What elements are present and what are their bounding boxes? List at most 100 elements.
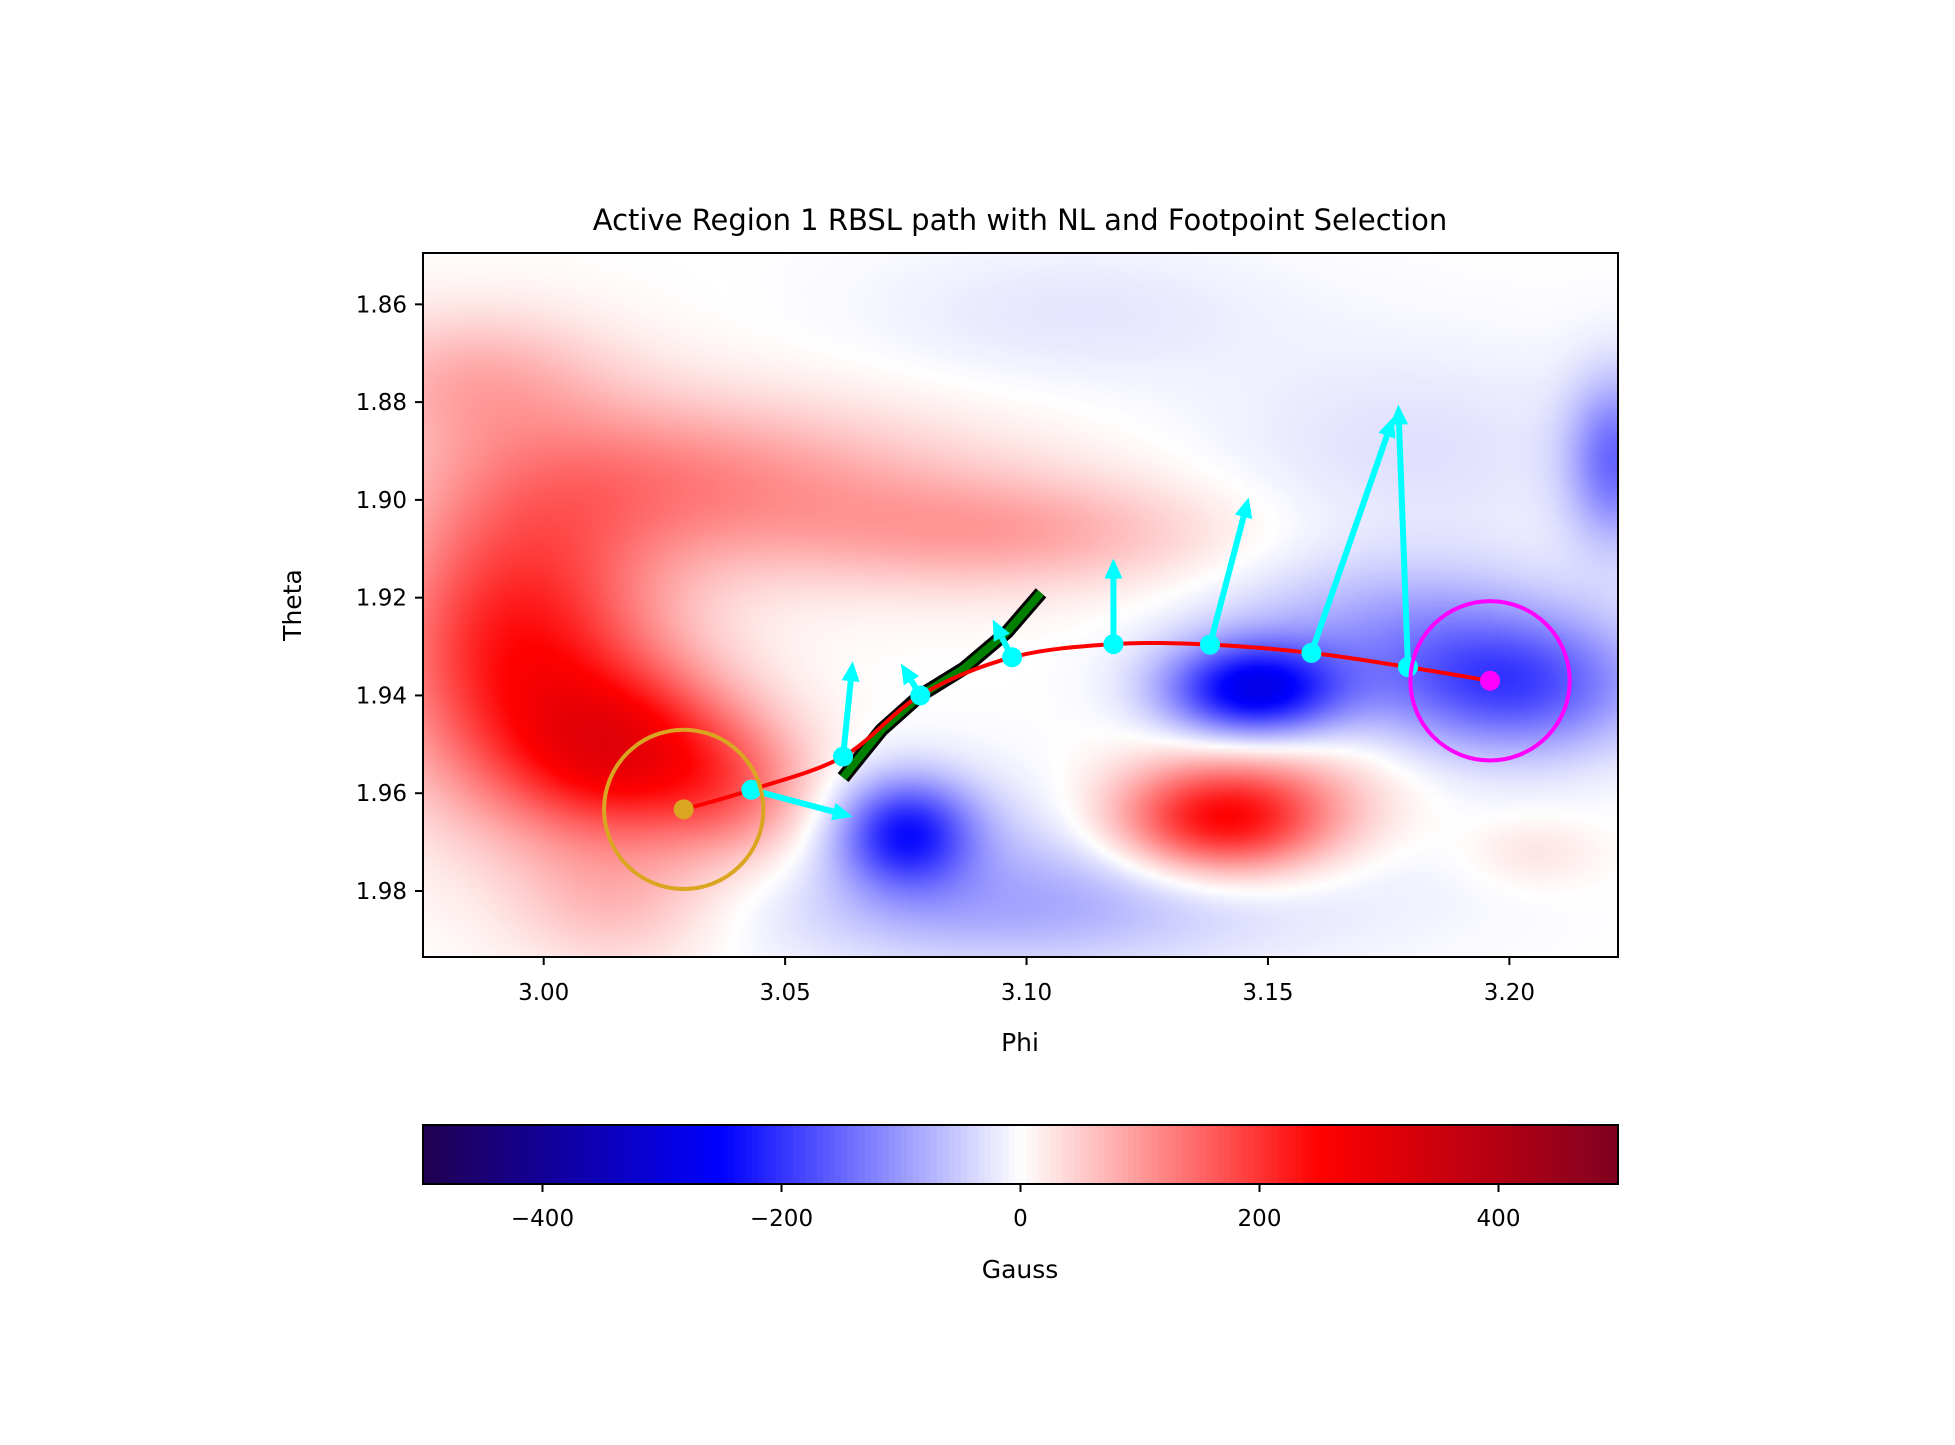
colorbar-segment [889, 1125, 896, 1184]
vector-base-point-3 [910, 685, 931, 706]
colorbar-segment [1510, 1125, 1518, 1184]
colorbar-segment [817, 1125, 824, 1184]
colorbar-segment [548, 1125, 556, 1184]
y-tick-label: 1.92 [356, 586, 407, 612]
vector-head-5 [1104, 558, 1123, 579]
colorbar-segment [1247, 1125, 1255, 1184]
colorbar-segment [811, 1125, 818, 1184]
colorbar-segment [733, 1125, 741, 1184]
colorbar-segment [614, 1125, 621, 1184]
colorbar-segment [1313, 1125, 1320, 1184]
x-tick-label: 3.10 [1001, 980, 1052, 1006]
colorbar-segment [697, 1125, 705, 1184]
colorbar-segment [620, 1125, 627, 1184]
colorbar-segment [924, 1125, 932, 1184]
colorbar-segment [626, 1125, 633, 1184]
colorbar-segment [1337, 1125, 1344, 1184]
colorbar-segment [727, 1125, 735, 1184]
colorbar-segment [691, 1125, 699, 1184]
colorbar-segment [1552, 1125, 1559, 1184]
colorbar-segment [1426, 1125, 1434, 1184]
colorbar-segment [877, 1125, 884, 1184]
colorbar-segment [763, 1125, 771, 1184]
colorbar-segment [1420, 1125, 1428, 1184]
colorbar-segment [572, 1125, 579, 1184]
colorbar-segment [1594, 1125, 1601, 1184]
colorbar-segment [883, 1125, 890, 1184]
colorbar-segment [482, 1125, 490, 1184]
colorbar-segment [1582, 1125, 1589, 1184]
x-tick-label: 3.00 [518, 980, 569, 1006]
colorbar-segment [1205, 1125, 1213, 1184]
vector-shaft-8 [1396, 424, 1411, 668]
colorbar-tick-label: 200 [1238, 1206, 1282, 1232]
vector-head-8 [1390, 404, 1409, 425]
colorbar-segment [1384, 1125, 1392, 1184]
colorbar-segment [1516, 1125, 1523, 1184]
vector-shaft-7 [1308, 434, 1390, 654]
footpoint-circle-start [602, 727, 766, 892]
colorbar-segment [554, 1125, 562, 1184]
colorbar-segment [709, 1125, 717, 1184]
colorbar-segment [524, 1125, 532, 1184]
colorbar-segment [518, 1125, 526, 1184]
y-tick-label: 1.90 [356, 488, 407, 514]
colorbar-segment [685, 1125, 693, 1184]
colorbar-segment [1564, 1125, 1571, 1184]
colorbar-segment [1277, 1125, 1284, 1184]
colorbar-segment [1570, 1125, 1577, 1184]
chart-title: Active Region 1 RBSL path with NL and Fo… [593, 203, 1447, 237]
colorbar-segment [638, 1125, 645, 1184]
colorbar-segment [1014, 1125, 1022, 1184]
colorbar-segment [805, 1125, 812, 1184]
colorbar-segment [1062, 1125, 1069, 1184]
colorbar-segment [1140, 1125, 1147, 1184]
vector-head-6 [1234, 497, 1253, 520]
colorbar-segment [590, 1125, 597, 1184]
colorbar-segment [1074, 1125, 1081, 1184]
colorbar-segment [1056, 1125, 1063, 1184]
colorbar-segment [1498, 1125, 1506, 1184]
colorbar-segment [1546, 1125, 1553, 1184]
colorbar-segment [1462, 1125, 1470, 1184]
colorbar-tick-label: −400 [511, 1206, 574, 1232]
colorbar-segment [781, 1125, 789, 1184]
colorbar-segment [1444, 1125, 1452, 1184]
colorbar-segment [1289, 1125, 1296, 1184]
vector-base-point-4 [1002, 647, 1023, 668]
colorbar-segment [799, 1125, 806, 1184]
colorbar-segment [1301, 1125, 1308, 1184]
colorbar-segment [1361, 1125, 1368, 1184]
colorbar-segment [1432, 1125, 1440, 1184]
colorbar-segment [901, 1125, 908, 1184]
colorbar-segment [488, 1125, 496, 1184]
colorbar-segment [667, 1125, 675, 1184]
colorbar-segment [1169, 1125, 1177, 1184]
colorbar-segment [1480, 1125, 1488, 1184]
colorbar-segment [1038, 1125, 1045, 1184]
colorbar-segment [1534, 1125, 1541, 1184]
colorbar-segment [1528, 1125, 1535, 1184]
colorbar-segment [954, 1125, 962, 1184]
colorbar-segment [1438, 1125, 1446, 1184]
colorbar-segment [1343, 1125, 1350, 1184]
colorbar-segment [775, 1125, 783, 1184]
vector-base-point-6 [1200, 634, 1221, 655]
colorbar-segment [769, 1125, 777, 1184]
footpoint-end [1480, 670, 1501, 691]
colorbar-segment [1008, 1125, 1016, 1184]
vector-head-2 [841, 661, 860, 683]
colorbar-segment [536, 1125, 544, 1184]
colorbar-segment [1408, 1125, 1416, 1184]
y-axis-label: Theta [278, 569, 307, 642]
colorbar-segment [865, 1125, 872, 1184]
colorbar-segment [650, 1125, 657, 1184]
colorbar-segment [823, 1125, 830, 1184]
magnetogram-heatmap [423, 253, 1618, 957]
colorbar-segment [1080, 1125, 1087, 1184]
colorbar-segment [1558, 1125, 1565, 1184]
colorbar-segment [715, 1125, 723, 1184]
x-tick-label: 3.20 [1484, 980, 1535, 1006]
colorbar-segment [1217, 1125, 1225, 1184]
colorbar-segment [1199, 1125, 1207, 1184]
